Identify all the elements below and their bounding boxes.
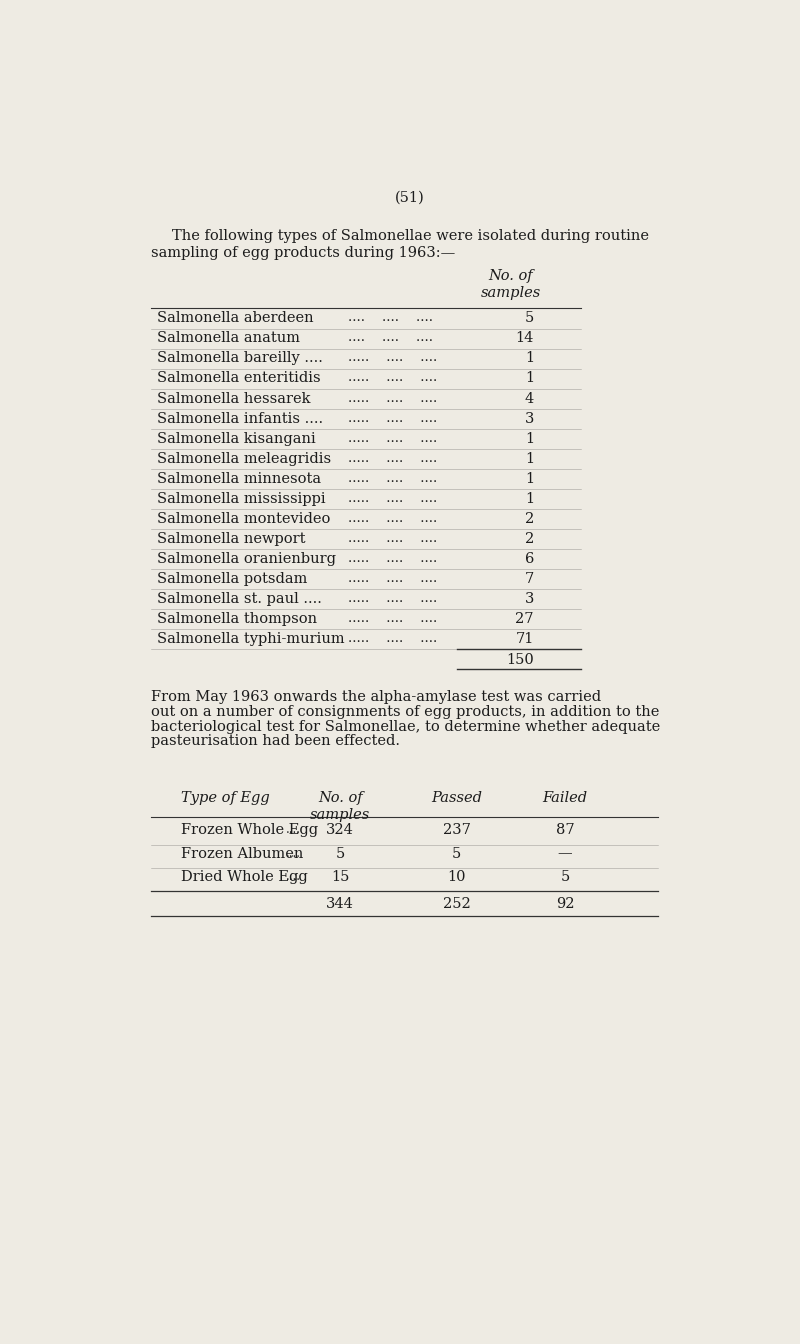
Text: Salmonella thompson: Salmonella thompson [158, 612, 318, 626]
Text: ....: .... [286, 847, 301, 860]
Text: 344: 344 [326, 898, 354, 911]
Text: .....    ....    ....: ..... .... .... [348, 571, 438, 585]
Text: Frozen Albumen: Frozen Albumen [182, 847, 304, 860]
Text: 15: 15 [331, 870, 350, 884]
Text: Frozen Whole Egg: Frozen Whole Egg [182, 824, 318, 837]
Text: 1: 1 [525, 452, 534, 465]
Text: .....    ....    ....: ..... .... .... [348, 492, 438, 504]
Text: 1: 1 [525, 431, 534, 446]
Text: 5: 5 [336, 847, 345, 860]
Text: pasteurisation had been effected.: pasteurisation had been effected. [151, 734, 400, 749]
Text: .....    ....    ....: ..... .... .... [348, 452, 438, 465]
Text: 150: 150 [506, 653, 534, 668]
Text: 4: 4 [525, 391, 534, 406]
Text: out on a number of consignments of egg products, in addition to the: out on a number of consignments of egg p… [151, 704, 659, 719]
Text: ....: .... [286, 824, 301, 836]
Text: Salmonella montevideo: Salmonella montevideo [158, 512, 330, 526]
Text: ....    ....    ....: .... .... .... [348, 312, 433, 324]
Text: No. of
samples: No. of samples [481, 269, 541, 300]
Text: Salmonella st. paul ....: Salmonella st. paul .... [158, 591, 322, 606]
Text: 2: 2 [525, 532, 534, 546]
Text: bacteriological test for Salmonellae, to determine whether adequate: bacteriological test for Salmonellae, to… [151, 719, 661, 734]
Text: .....    ....    ....: ..... .... .... [348, 612, 438, 625]
Text: Dried Whole Egg: Dried Whole Egg [182, 870, 308, 884]
Text: Salmonella newport: Salmonella newport [158, 532, 306, 546]
Text: Salmonella hessarek: Salmonella hessarek [158, 391, 311, 406]
Text: Salmonella mississippi: Salmonella mississippi [158, 492, 326, 505]
Text: 324: 324 [326, 824, 354, 837]
Text: Salmonella anatum: Salmonella anatum [158, 332, 300, 345]
Text: Salmonella bareilly ....: Salmonella bareilly .... [158, 352, 323, 366]
Text: 3: 3 [525, 591, 534, 606]
Text: 237: 237 [442, 824, 470, 837]
Text: .....    ....    ....: ..... .... .... [348, 472, 438, 485]
Text: 87: 87 [556, 824, 574, 837]
Text: ....: .... [286, 870, 301, 883]
Text: 14: 14 [516, 332, 534, 345]
Text: .....    ....    ....: ..... .... .... [348, 411, 438, 425]
Text: Salmonella enteritidis: Salmonella enteritidis [158, 371, 321, 386]
Text: .....    ....    ....: ..... .... .... [348, 391, 438, 405]
Text: .....    ....    ....: ..... .... .... [348, 431, 438, 445]
Text: 71: 71 [516, 632, 534, 645]
Text: ....    ....    ....: .... .... .... [348, 332, 433, 344]
Text: sampling of egg products during 1963:—: sampling of egg products during 1963:— [151, 246, 455, 259]
Text: Passed: Passed [431, 792, 482, 805]
Text: .....    ....    ....: ..... .... .... [348, 371, 438, 384]
Text: 92: 92 [556, 898, 574, 911]
Text: No. of
samples: No. of samples [310, 792, 370, 823]
Text: 27: 27 [515, 612, 534, 626]
Text: Failed: Failed [542, 792, 587, 805]
Text: Type of Egg: Type of Egg [182, 792, 270, 805]
Text: .....    ....    ....: ..... .... .... [348, 532, 438, 544]
Text: .....    ....    ....: ..... .... .... [348, 551, 438, 564]
Text: 3: 3 [525, 411, 534, 426]
Text: Salmonella potsdam: Salmonella potsdam [158, 571, 308, 586]
Text: Salmonella minnesota: Salmonella minnesota [158, 472, 322, 485]
Text: Salmonella aberdeen: Salmonella aberdeen [158, 312, 314, 325]
Text: —: — [558, 847, 572, 860]
Text: 1: 1 [525, 352, 534, 366]
Text: .....    ....    ....: ..... .... .... [348, 512, 438, 524]
Text: .....    ....    ....: ..... .... .... [348, 352, 438, 364]
Text: Salmonella oranienburg: Salmonella oranienburg [158, 551, 336, 566]
Text: .....    ....    ....: ..... .... .... [348, 591, 438, 605]
Text: 5: 5 [525, 312, 534, 325]
Text: 1: 1 [525, 492, 534, 505]
Text: Salmonella typhi-murium: Salmonella typhi-murium [158, 632, 345, 645]
Text: .....    ....    ....: ..... .... .... [348, 632, 438, 645]
Text: 7: 7 [525, 571, 534, 586]
Text: 252: 252 [442, 898, 470, 911]
Text: From May 1963 onwards the alpha-amylase test was carried: From May 1963 onwards the alpha-amylase … [151, 691, 602, 704]
Text: Salmonella meleagridis: Salmonella meleagridis [158, 452, 331, 465]
Text: Salmonella kisangani: Salmonella kisangani [158, 431, 316, 446]
Text: 1: 1 [525, 371, 534, 386]
Text: 10: 10 [447, 870, 466, 884]
Text: 5: 5 [452, 847, 461, 860]
Text: 1: 1 [525, 472, 534, 485]
Text: (51): (51) [395, 191, 425, 204]
Text: The following types of Salmonellae were isolated during routine: The following types of Salmonellae were … [171, 228, 649, 243]
Text: Salmonella infantis ....: Salmonella infantis .... [158, 411, 323, 426]
Text: 2: 2 [525, 512, 534, 526]
Text: 6: 6 [525, 551, 534, 566]
Text: 5: 5 [560, 870, 570, 884]
